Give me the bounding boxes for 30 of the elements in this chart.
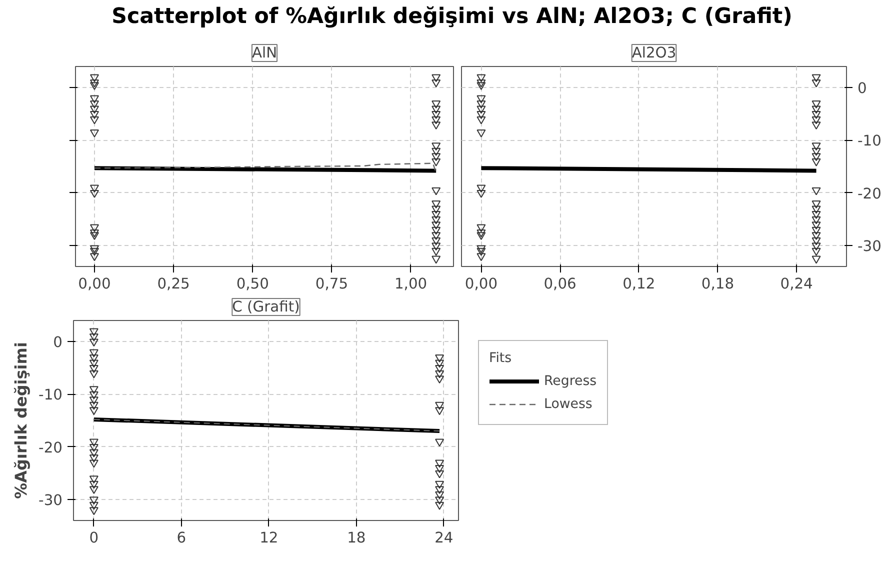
- x-tick-label: 0,06: [544, 276, 576, 292]
- y-tick-label: -10: [858, 132, 882, 150]
- x-tick-label: 0,12: [622, 276, 656, 292]
- x-tick-label: 0,18: [701, 276, 734, 292]
- y-tick-label: -30: [38, 492, 63, 509]
- chart-title: Scatterplot of %Ağırlık değişimi vs AlN; Al2O3; C (Grafit): [112, 3, 792, 31]
- x-tick-label: 24: [434, 530, 454, 546]
- chart-subtitle: C (Grafit): [232, 298, 300, 316]
- y-axis-title: %Ağırlık değişimi: [12, 342, 31, 499]
- y-tick-label: -30: [858, 238, 882, 255]
- x-tick-label: 0,00: [78, 276, 111, 292]
- chart-subtitle: Al2O3: [632, 44, 676, 62]
- legend-label: Regress: [544, 374, 597, 388]
- x-tick-label: 0,75: [315, 276, 348, 292]
- x-tick-label: 0: [89, 530, 99, 546]
- y-tick-label: 0: [53, 334, 63, 352]
- y-tick-label: -20: [858, 185, 882, 202]
- x-tick-label: 18: [347, 530, 366, 546]
- y-tick-label: 0: [858, 80, 867, 98]
- x-tick-label: 12: [260, 530, 278, 546]
- x-tick-label: 0,25: [157, 276, 190, 292]
- x-tick-label: 0,50: [236, 276, 269, 292]
- x-tick-label: 6: [176, 530, 186, 546]
- x-tick-label: 0,24: [780, 276, 813, 292]
- legend-label: Lowess: [544, 396, 592, 412]
- x-tick-label: 0,00: [464, 276, 498, 292]
- x-tick-label: 1,00: [394, 276, 428, 292]
- legend-title: Fits: [489, 351, 513, 366]
- y-tick-label: -10: [38, 386, 63, 404]
- y-tick-label: -20: [38, 439, 63, 456]
